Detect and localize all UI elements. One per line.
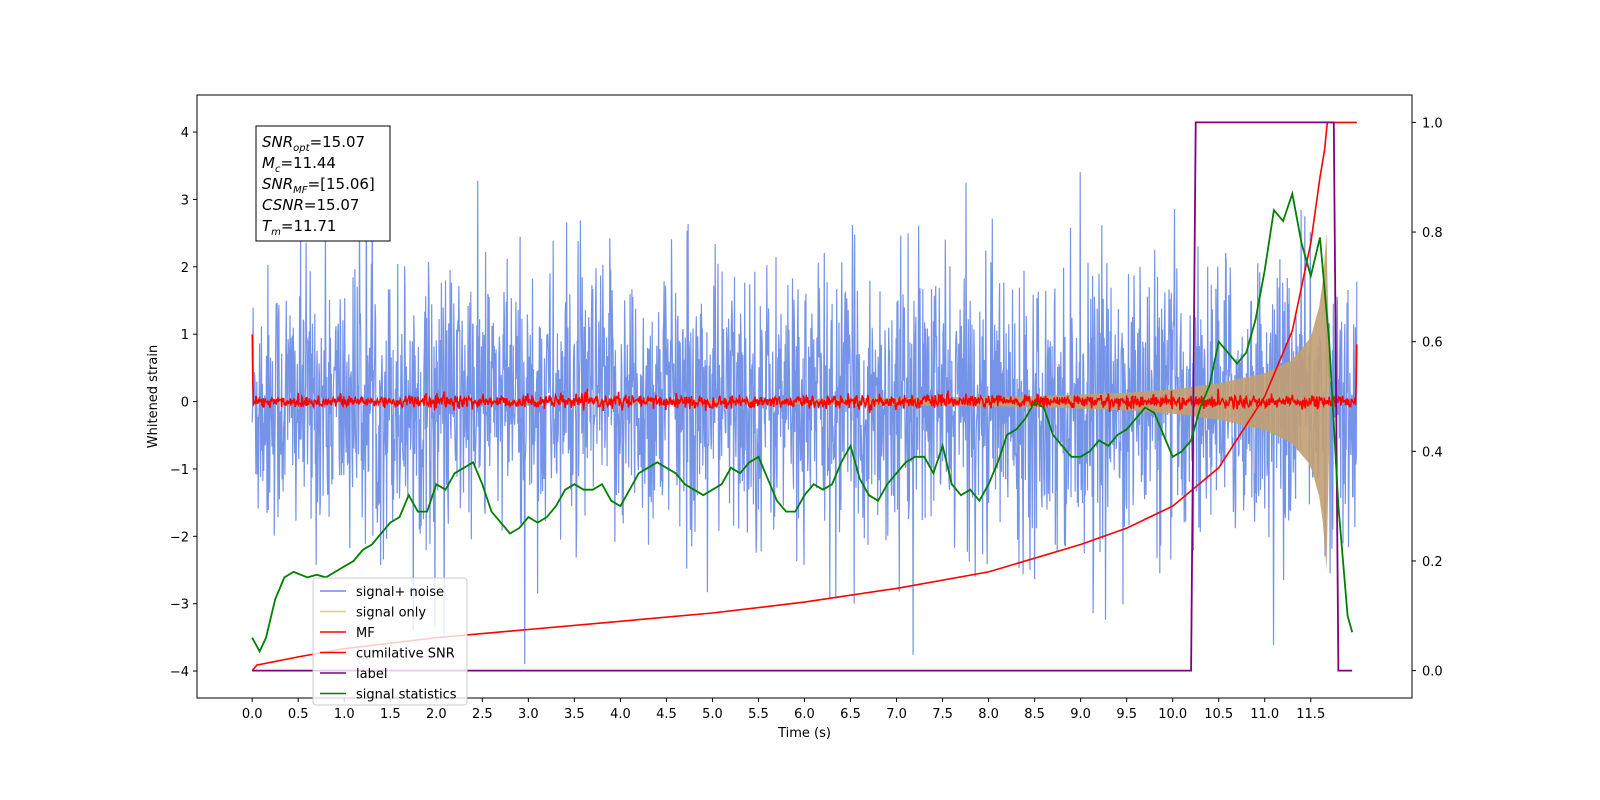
legend-frame <box>312 577 468 706</box>
legend-label: signal statistics <box>356 688 457 703</box>
series-mf <box>251 334 1358 414</box>
x-tick-label: 8.5 <box>1024 707 1045 722</box>
y-tick-label: 0 <box>181 396 189 411</box>
annotation-line: CSNR=15.07 <box>262 196 359 214</box>
x-axis-ticks: 0.0 0.5 1.0 1.5 2.0 2.5 3.0 3.5 4.0 4.5 5.0 5.5 6.0 6… <box>242 698 1325 722</box>
annotation-subscript: opt <box>293 143 310 154</box>
annotation-symbol: CSNR <box>262 196 304 214</box>
x-tick-label: 1.5 <box>380 707 401 722</box>
y2-tick-label: 0.4 <box>1422 445 1443 460</box>
x-tick-label: 10.0 <box>1158 707 1187 722</box>
x-tick-label: 4.0 <box>610 707 631 722</box>
annotation-line: SNRMF=[15.06] <box>262 175 375 196</box>
x-tick-label: 9.5 <box>1116 707 1137 722</box>
x-tick-label: 0.0 <box>242 707 263 722</box>
y2-tick-label: 0.0 <box>1422 665 1443 680</box>
annotation-symbol: T <box>262 217 273 235</box>
stats-annotation-box: SNRopt=15.07Mc=11.44SNRMF=[15.06]CSNR=15… <box>255 125 391 242</box>
x-tick-label: 6.0 <box>794 707 815 722</box>
x-axis-label: Time (s) <box>777 726 831 741</box>
y2-tick-label: 0.2 <box>1422 555 1443 570</box>
annotation-value: =15.07 <box>304 196 360 214</box>
x-tick-label: 1.0 <box>334 707 355 722</box>
y2-tick-label: 0.8 <box>1422 226 1443 241</box>
annotation-value: =11.71 <box>281 217 337 235</box>
x-tick-label: 11.0 <box>1250 707 1279 722</box>
y-tick-label: 1 <box>181 328 189 343</box>
annotation-line: SNRopt=15.07 <box>262 133 365 154</box>
x-tick-label: 4.5 <box>656 707 677 722</box>
x-tick-label: 3.5 <box>564 707 585 722</box>
annotation-frame <box>255 125 391 242</box>
y2-tick-label: 1.0 <box>1422 116 1443 131</box>
series-signal-noise <box>251 144 1358 665</box>
x-tick-label: 10.5 <box>1204 707 1233 722</box>
legend-label: signal only <box>356 606 426 621</box>
y-tick-label: 2 <box>181 261 189 276</box>
annotation-value: =[15.06] <box>308 175 375 193</box>
annotation-symbol: SNR <box>262 175 293 193</box>
series-signal-statistics <box>251 190 1354 654</box>
y-tick-label: 3 <box>181 193 189 208</box>
y-tick-label: −3 <box>170 598 189 613</box>
annotation-subscript: MF <box>293 185 308 196</box>
y-axis-ticks: 4 3 2 1 0 −1 −2 −3 −4 <box>170 126 197 680</box>
annotation-subscript: m <box>271 227 281 238</box>
y2-tick-label: 0.6 <box>1422 336 1443 351</box>
x-tick-label: 7.0 <box>886 707 907 722</box>
x-tick-label: 2.5 <box>472 707 493 722</box>
y2-axis-ticks: 1.0 0.8 0.6 0.4 0.2 0.0 <box>1412 116 1443 680</box>
annotation-line: Mc=11.44 <box>262 154 336 175</box>
x-tick-label: 0.5 <box>288 707 309 722</box>
legend-label: MF <box>356 626 375 641</box>
x-tick-label: 6.5 <box>840 707 861 722</box>
legend-label: signal+ noise <box>356 585 444 600</box>
x-tick-label: 9.0 <box>1070 707 1091 722</box>
annotation-value: =15.07 <box>310 133 366 151</box>
series-label <box>252 121 1353 672</box>
x-tick-label: 11.5 <box>1296 707 1325 722</box>
annotation-subscript: c <box>275 164 281 175</box>
annotation-line: Tm=11.71 <box>262 217 336 238</box>
y-tick-label: −2 <box>170 530 189 545</box>
annotation-symbol: SNR <box>262 133 293 151</box>
y-axis-label: Whitened strain <box>146 345 161 448</box>
y-tick-label: −4 <box>170 665 189 680</box>
x-tick-label: 7.5 <box>932 707 953 722</box>
annotation-symbol: M <box>262 154 275 172</box>
annotation-value: =11.44 <box>280 154 336 172</box>
x-tick-label: 8.0 <box>978 707 999 722</box>
legend-label: cumilative SNR <box>356 647 455 662</box>
x-tick-label: 5.0 <box>702 707 723 722</box>
y-tick-label: 4 <box>181 126 189 141</box>
y-tick-label: −1 <box>170 463 189 478</box>
x-tick-label: 3.0 <box>518 707 539 722</box>
x-tick-label: 2.0 <box>426 707 447 722</box>
legend: signal+ noise signal only MF cumilative SNR… <box>312 577 468 706</box>
x-tick-label: 5.5 <box>748 707 769 722</box>
legend-label: label <box>356 667 387 682</box>
